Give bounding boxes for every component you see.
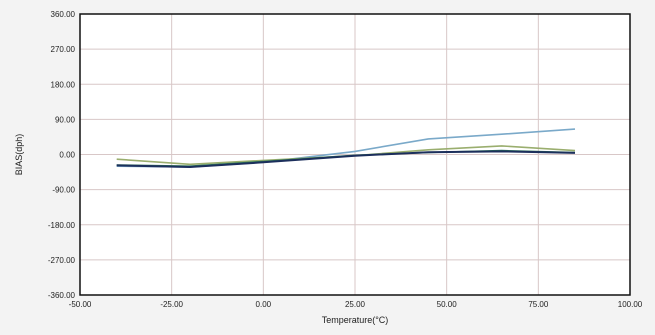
- grid: [80, 14, 630, 295]
- y-tick-label: 180.00: [51, 80, 76, 89]
- y-tick-label: -180.00: [48, 221, 76, 230]
- y-axis-title: BIAS(dph): [14, 134, 24, 176]
- x-tick-label: -50.00: [69, 300, 92, 309]
- series-line-4: [116, 150, 576, 168]
- plot-border: [79, 13, 631, 296]
- y-tick-label: 90.00: [55, 115, 76, 124]
- x-tick-label: 0.00: [256, 300, 272, 309]
- y-tick-label: -270.00: [48, 256, 76, 265]
- x-tick-label: 75.00: [528, 300, 549, 309]
- x-axis-title: Temperature(°C): [322, 315, 389, 325]
- x-tick-label: -25.00: [160, 300, 183, 309]
- x-tick-label: 50.00: [437, 300, 458, 309]
- series-lines: [116, 128, 576, 168]
- x-tick-label: 100.00: [618, 300, 643, 309]
- y-tick-label: -360.00: [48, 291, 76, 300]
- y-tick-label: 0.00: [59, 151, 75, 160]
- y-tick-label: 270.00: [51, 45, 76, 54]
- y-tick-label: -90.00: [52, 186, 75, 195]
- x-tick-label: 25.00: [345, 300, 366, 309]
- tick-labels: 360.00 270.00 180.00 90.00 0.00 -90.00 -180.00…: [48, 10, 643, 309]
- y-tick-label: 360.00: [51, 10, 76, 19]
- plot-frame: [79, 13, 631, 296]
